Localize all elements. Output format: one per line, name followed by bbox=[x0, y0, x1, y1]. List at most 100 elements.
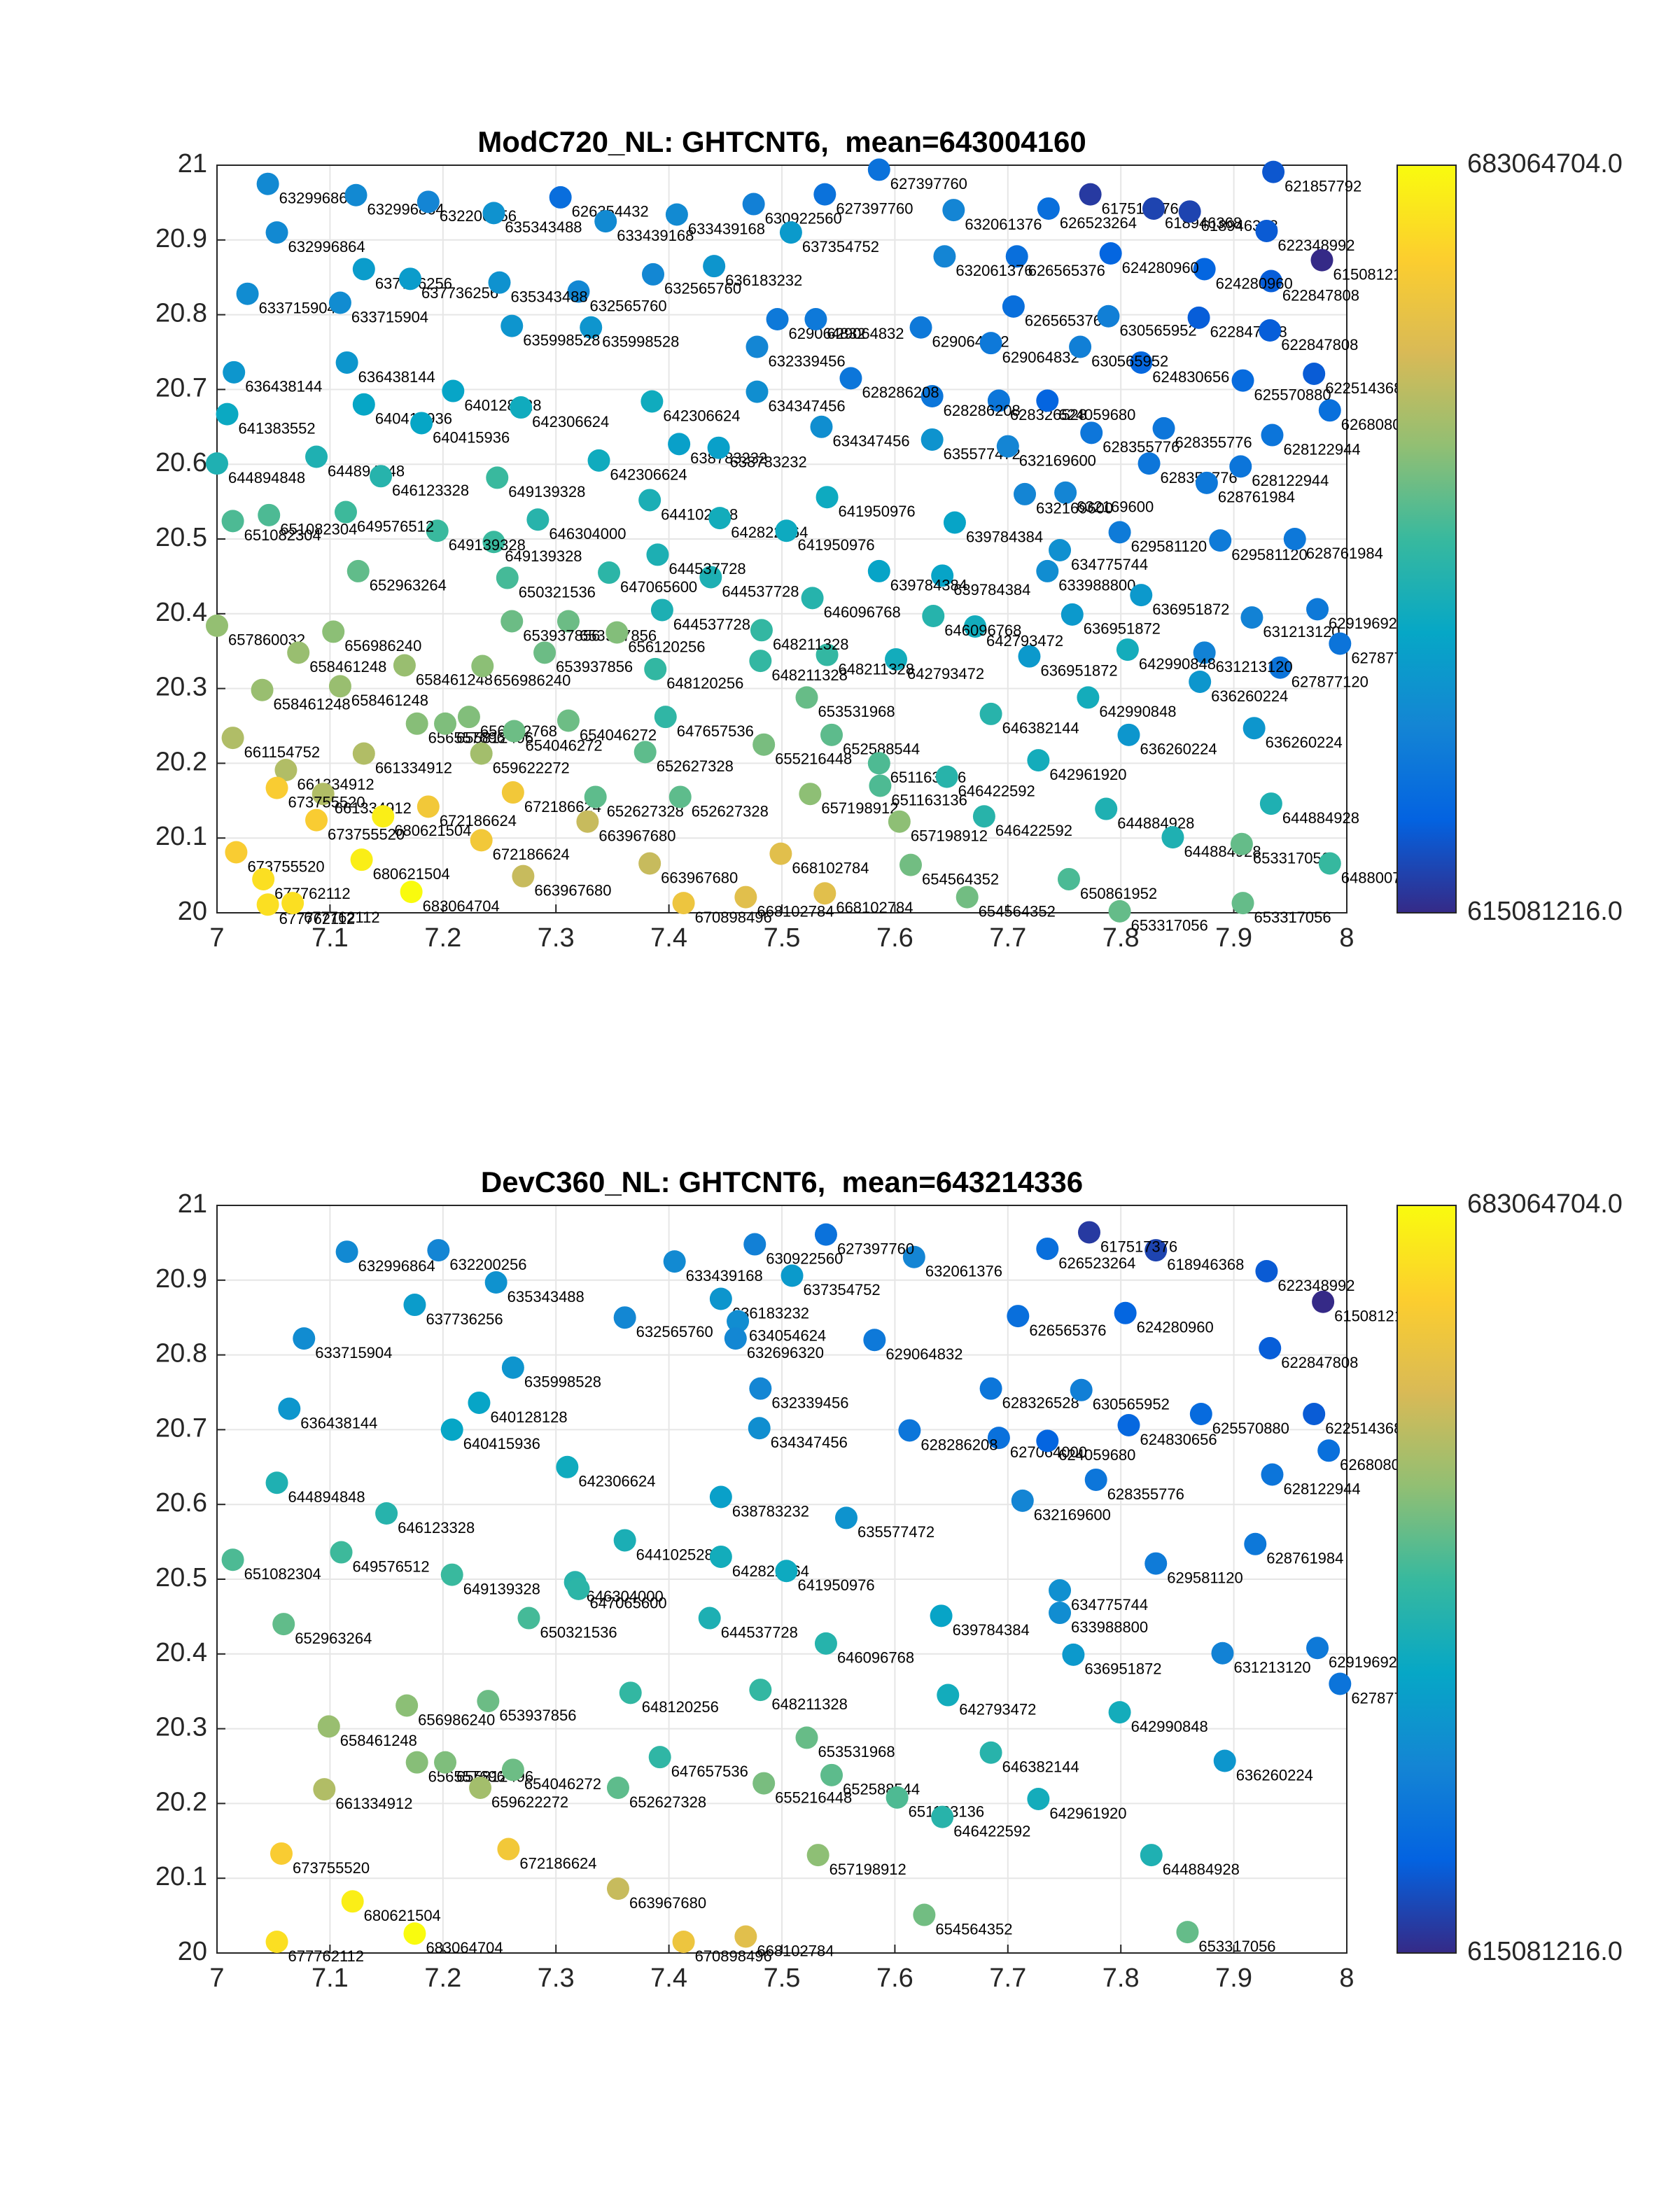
point bbox=[434, 1751, 457, 1774]
point bbox=[457, 706, 480, 729]
point-label: 648120256 bbox=[666, 675, 743, 692]
point-label: 632200256 bbox=[449, 1256, 526, 1273]
y-tick-label: 20.4 bbox=[155, 1638, 207, 1667]
point-label: 634347456 bbox=[768, 397, 845, 414]
y-tick-label: 20.6 bbox=[155, 448, 207, 477]
point bbox=[488, 271, 511, 294]
colorbar-label: 615081216.0 bbox=[1467, 1937, 1623, 1966]
point bbox=[1084, 1468, 1107, 1491]
point bbox=[1002, 295, 1025, 318]
point-label: 628326528 bbox=[1002, 1394, 1079, 1411]
point bbox=[252, 867, 275, 890]
point-label: 628761984 bbox=[1218, 489, 1295, 506]
x-tick-label: 7 bbox=[209, 1963, 224, 1993]
point-label: 632169600 bbox=[1036, 500, 1113, 517]
point-label: 661334912 bbox=[375, 759, 452, 776]
point-label: 624059680 bbox=[1058, 1446, 1135, 1464]
point-label: 617517376 bbox=[1102, 200, 1179, 217]
point-label: 632061376 bbox=[965, 216, 1042, 233]
point bbox=[665, 203, 688, 226]
point bbox=[672, 892, 695, 915]
point bbox=[426, 519, 449, 542]
point-label: 642793472 bbox=[907, 665, 984, 682]
point bbox=[650, 598, 673, 622]
point bbox=[1209, 529, 1232, 552]
point bbox=[500, 314, 524, 337]
point bbox=[486, 466, 509, 489]
point bbox=[503, 720, 526, 743]
point bbox=[613, 1306, 636, 1329]
point bbox=[251, 678, 274, 701]
point-label: 650321536 bbox=[519, 583, 596, 601]
point-label: 642793472 bbox=[986, 632, 1063, 650]
point bbox=[265, 776, 288, 799]
colorbar-label: 683064704.0 bbox=[1467, 149, 1623, 178]
point-label: 640128128 bbox=[490, 1408, 567, 1426]
point-label: 644884928 bbox=[1163, 1861, 1240, 1878]
point-label: 646422592 bbox=[958, 782, 1035, 799]
x-tick-label: 7.8 bbox=[1102, 923, 1140, 953]
point bbox=[1036, 389, 1059, 412]
chart-title: ModC720_NL: GHTCNT6, mean=643004160 bbox=[477, 125, 1086, 158]
point-label: 647065600 bbox=[589, 1595, 666, 1612]
point-label: 650321536 bbox=[540, 1623, 617, 1641]
point bbox=[930, 1604, 953, 1628]
point-label: 634775744 bbox=[1071, 556, 1148, 573]
point-label: 644537728 bbox=[668, 560, 746, 578]
point bbox=[1007, 1305, 1030, 1328]
point bbox=[370, 465, 393, 488]
point bbox=[979, 702, 1002, 725]
point-label: 634347456 bbox=[771, 1434, 848, 1451]
point-label: 652627328 bbox=[692, 802, 769, 820]
point bbox=[1303, 1402, 1326, 1425]
point bbox=[775, 519, 798, 542]
point bbox=[440, 1563, 463, 1586]
point bbox=[902, 1245, 925, 1268]
point-label: 633988800 bbox=[1058, 577, 1135, 594]
point-label: 634347456 bbox=[832, 433, 909, 450]
point-label: 631213120 bbox=[1263, 623, 1340, 640]
point bbox=[749, 1679, 772, 1702]
point-label: 636438144 bbox=[245, 378, 322, 396]
point bbox=[1078, 1221, 1101, 1244]
point-label: 646123328 bbox=[392, 482, 469, 499]
point bbox=[403, 1922, 426, 1945]
point bbox=[898, 1419, 921, 1442]
point-label: 646096768 bbox=[824, 603, 901, 621]
point-label: 630565952 bbox=[1119, 322, 1196, 340]
point bbox=[1142, 197, 1166, 220]
point bbox=[979, 1377, 1002, 1400]
point-label: 638783232 bbox=[690, 449, 767, 467]
point bbox=[580, 316, 603, 339]
point-label: 644894848 bbox=[288, 1488, 365, 1506]
point-label: 632169600 bbox=[1019, 451, 1096, 469]
point bbox=[1195, 471, 1218, 494]
point bbox=[1231, 369, 1254, 392]
y-tick-label: 20 bbox=[178, 897, 207, 926]
point bbox=[987, 1427, 1010, 1450]
point-label: 644884928 bbox=[1117, 814, 1194, 832]
point-label: 661154752 bbox=[244, 743, 321, 761]
point-label: 635343488 bbox=[507, 1288, 584, 1306]
point bbox=[703, 255, 726, 278]
point bbox=[1259, 1336, 1282, 1359]
point bbox=[265, 221, 288, 244]
point bbox=[943, 511, 966, 534]
point-label: 653937856 bbox=[556, 658, 633, 676]
point bbox=[1130, 584, 1153, 607]
point-label: 639784384 bbox=[953, 581, 1030, 598]
point-label: 627877120 bbox=[1292, 673, 1368, 691]
point bbox=[1011, 1489, 1034, 1512]
point-label: 630565952 bbox=[1091, 352, 1168, 370]
point bbox=[979, 332, 1002, 355]
point bbox=[707, 436, 730, 459]
point bbox=[709, 1545, 732, 1568]
point-label: 651082304 bbox=[244, 1565, 321, 1583]
point bbox=[350, 848, 373, 872]
point bbox=[416, 190, 440, 214]
point bbox=[427, 1239, 450, 1262]
point bbox=[863, 1329, 886, 1352]
point bbox=[1261, 424, 1284, 447]
point-label: 649139328 bbox=[449, 536, 526, 554]
point bbox=[526, 508, 550, 531]
